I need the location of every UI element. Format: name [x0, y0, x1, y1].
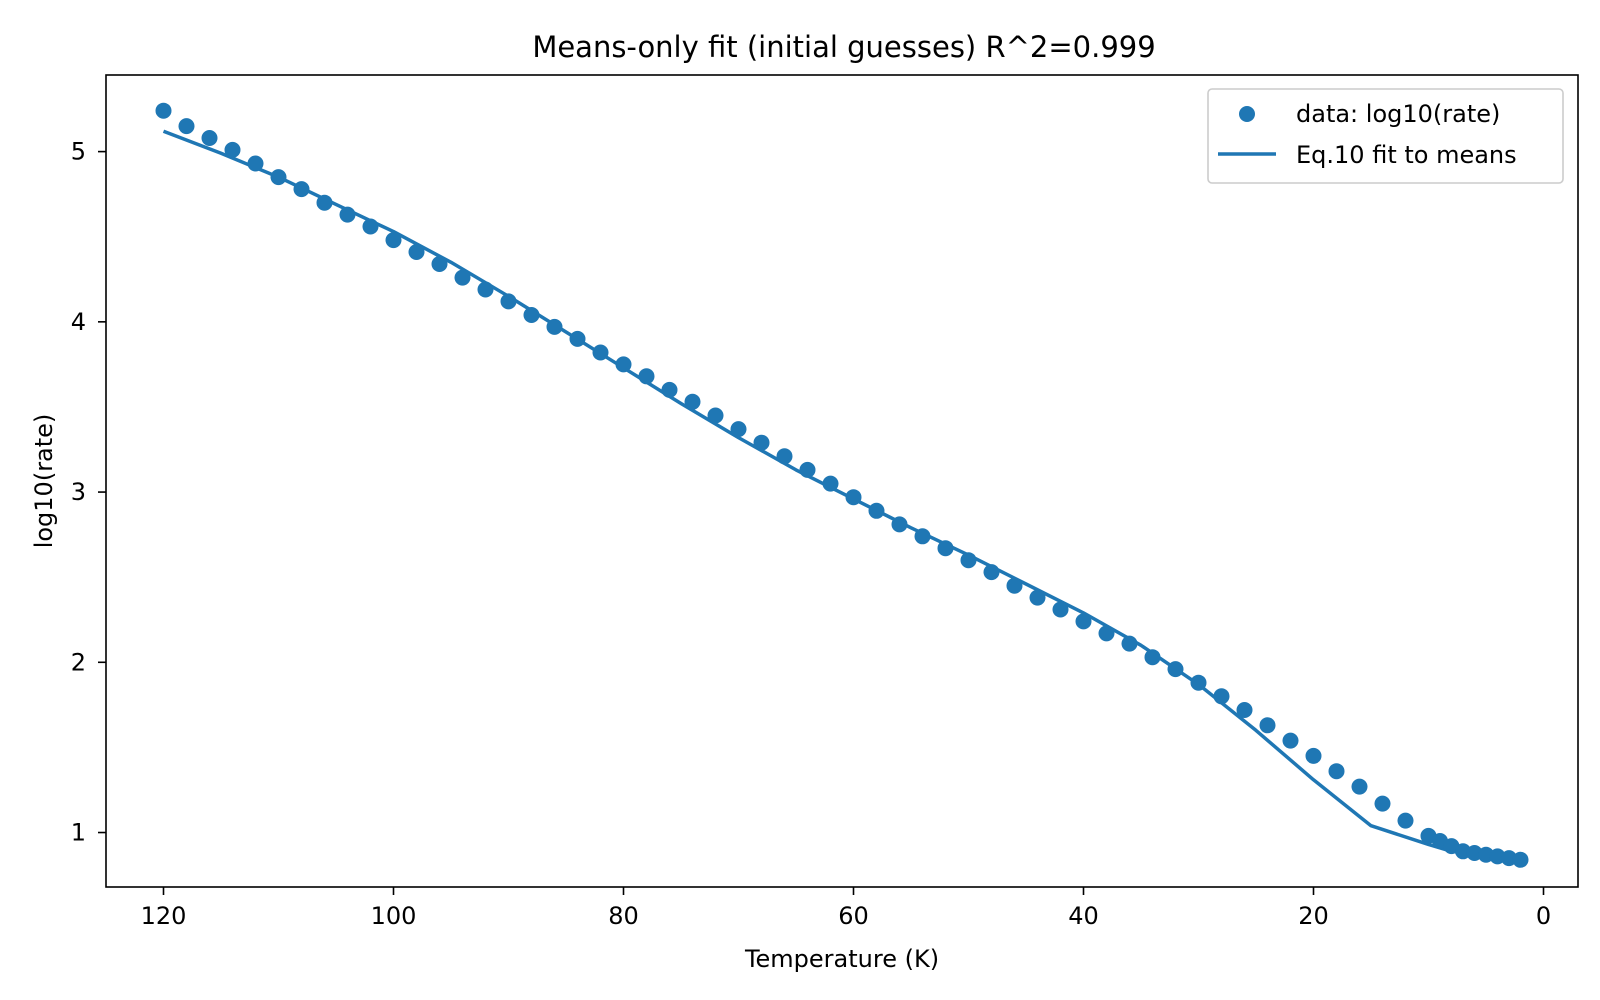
data-point: [247, 155, 264, 172]
data-point: [937, 540, 954, 557]
x-axis-label: Temperature (K): [744, 945, 939, 973]
data-point: [684, 393, 701, 410]
legend-marker-scatter: [1239, 106, 1255, 122]
x-tick-label: 80: [608, 902, 639, 930]
y-axis-label: log10(rate): [30, 414, 58, 549]
x-tick-label: 60: [838, 902, 869, 930]
data-point: [776, 448, 793, 465]
legend-label-data: data: log10(rate): [1296, 100, 1500, 128]
data-point: [914, 528, 931, 545]
data-point: [454, 269, 471, 286]
x-tick-label: 100: [371, 902, 417, 930]
data-point: [1052, 601, 1069, 618]
data-point: [891, 516, 908, 533]
data-point: [500, 293, 517, 310]
data-point: [316, 194, 333, 211]
data-point: [868, 502, 885, 519]
data-point: [1351, 778, 1368, 795]
x-axis: 120 100 80 60 40 20 0: [141, 887, 1551, 930]
data-point: [523, 307, 540, 323]
legend: data: log10(rate) Eq.10 fit to means: [1207, 88, 1564, 184]
legend-label-fit: Eq.10 fit to means: [1296, 141, 1517, 169]
data-point: [1213, 688, 1230, 705]
data-point: [1167, 661, 1184, 678]
data-point: [1374, 795, 1391, 812]
data-point: [822, 475, 839, 492]
chart-title: Means-only fit (initial guesses) R^2=0.9…: [532, 30, 1155, 64]
x-tick-label: 120: [141, 902, 187, 930]
data-point: [1282, 732, 1299, 749]
data-point: [730, 421, 747, 438]
data-point: [638, 368, 655, 385]
data-point: [1098, 625, 1115, 642]
data-point: [1144, 649, 1161, 666]
data-point: [1190, 674, 1207, 691]
data-point: [1121, 635, 1138, 652]
data-point: [546, 318, 563, 335]
y-tick-label: 1: [71, 819, 86, 847]
data-point: [799, 461, 816, 478]
y-tick-label: 2: [71, 648, 86, 676]
data-point: [293, 181, 310, 198]
data-point: [1397, 812, 1414, 829]
x-tick-label: 20: [1298, 902, 1329, 930]
x-tick-label: 40: [1068, 902, 1099, 930]
data-point: [362, 218, 379, 235]
axes-frame: [105, 74, 1579, 888]
y-tick-label: 5: [71, 138, 86, 166]
y-tick-label: 4: [71, 308, 86, 336]
plot-area: [155, 102, 1529, 868]
y-axis: 1 2 3 4 5: [71, 138, 106, 847]
legend-box: [1207, 88, 1564, 184]
data-point: [845, 489, 862, 506]
data-point: [477, 281, 494, 298]
data-point: [1075, 613, 1092, 630]
data-point: [155, 102, 172, 119]
data-point: [178, 118, 195, 135]
data-point: [431, 256, 448, 272]
data-point: [1006, 577, 1023, 594]
data-point: [661, 381, 678, 398]
data-point: [201, 130, 218, 146]
x-tick-label: 0: [1536, 902, 1551, 930]
data-point: [1236, 702, 1253, 718]
data-point: [983, 564, 1000, 581]
data-point: [569, 330, 586, 347]
y-tick-label: 3: [71, 478, 86, 506]
data-point: [960, 552, 977, 569]
data-point: [408, 244, 425, 260]
data-point: [1512, 851, 1529, 868]
data-point: [1259, 717, 1276, 734]
data-point: [339, 206, 356, 223]
data-point: [385, 232, 402, 249]
fit-line: [162, 129, 1521, 864]
data-point: [615, 356, 632, 373]
data-point: [592, 344, 609, 361]
data-point: [753, 434, 770, 451]
data-point: [224, 141, 241, 158]
data-point: [1029, 589, 1046, 606]
data-point: [1305, 747, 1322, 764]
data-point: [1328, 763, 1345, 780]
data-point: [707, 407, 724, 424]
data-point: [270, 169, 287, 186]
